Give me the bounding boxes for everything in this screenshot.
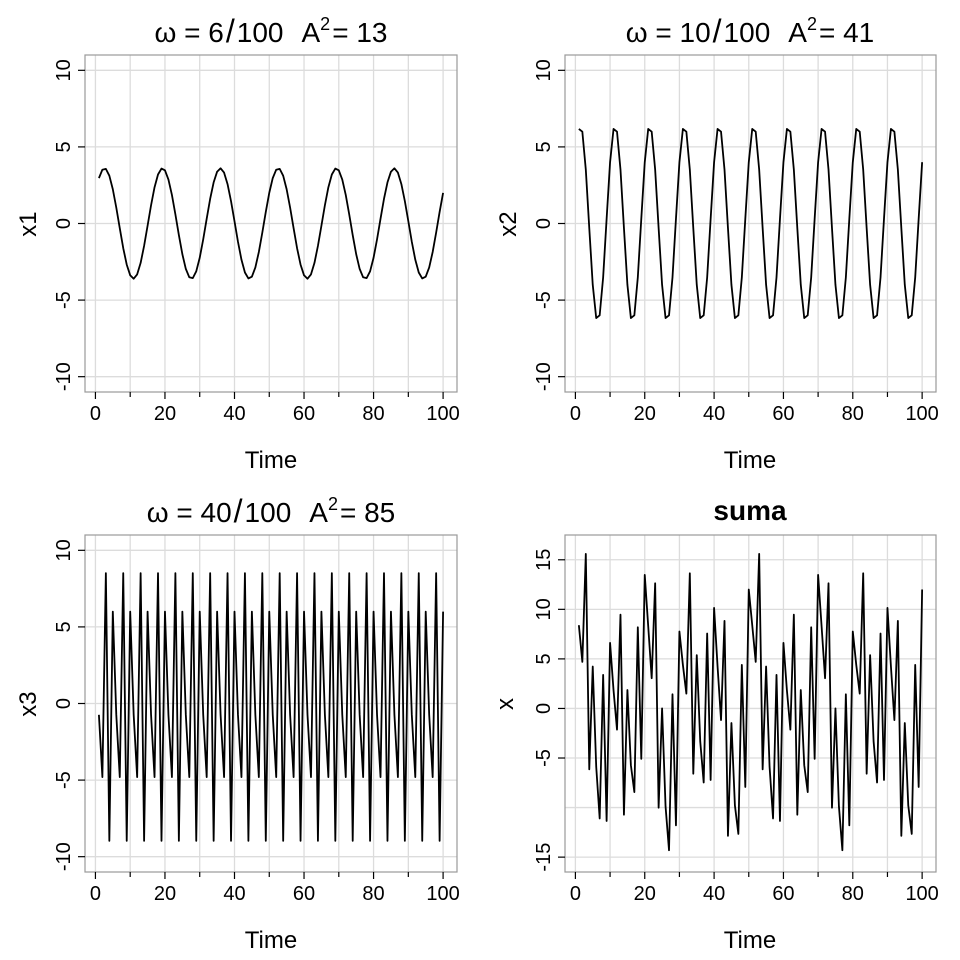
panel-x1-xtick-label: 40: [223, 403, 245, 425]
panel-suma-ytick-label: 0: [533, 703, 555, 714]
panel-x1-series-line: [98, 167, 444, 280]
panel-x2-series-line: [578, 128, 924, 319]
panel-x2-ytick-label: -5: [533, 291, 555, 309]
panel-suma-xlabel: Time: [724, 927, 776, 954]
panel-x1-title: ω = 6/100 A2= 13: [155, 13, 388, 49]
panel-x3-xtick-label: 60: [293, 883, 315, 905]
panel-suma-title: suma: [713, 495, 787, 526]
panel-x3: ω = 40/100 A2= 85 Time x3 0 20 40 60 80 100-10…: [15, 493, 460, 954]
panel-x1-xtick-label: 60: [293, 403, 315, 425]
panel-x1-xtick-label: 100: [426, 403, 459, 425]
panel-x2-xtick-label: 0: [570, 403, 581, 425]
panel-x3-title: ω = 40/100 A2= 85: [147, 493, 396, 529]
panel-x3-ytick-label: 10: [53, 539, 75, 561]
panel-suma: suma Time x 0 20 40 60 80 100 -15 -5 0 5 10 15: [492, 495, 939, 954]
panel-x2-ytick-label: 0: [533, 218, 555, 229]
panel-suma-frame: [564, 534, 937, 873]
panel-x3-ytick-label: -5: [53, 771, 75, 789]
panel-x1-ytick-label: 10: [53, 59, 75, 81]
panel-x2-xtick-label: 60: [772, 403, 794, 425]
panel-x3-series-line: [98, 572, 444, 842]
panel-x3-xtick-label: 0: [90, 883, 101, 905]
panel-x3-xlabel: Time: [245, 927, 297, 954]
panel-x1-grid: [85, 55, 457, 392]
panel-x1-ytick-label: -5: [53, 291, 75, 309]
panel-x2-ytick-label: -10: [533, 362, 555, 391]
panel-x2-xlabel: Time: [724, 447, 776, 474]
panel-suma-series-line: [577, 552, 924, 852]
panel-suma-ticks: 0 20 40 60 80 100 -15 -5 0 5 10 15: [533, 549, 939, 905]
panel-suma-xtick-label: 20: [634, 883, 656, 905]
panel-suma-xtick-label: 100: [905, 883, 938, 905]
panel-x3-ytick-label: 0: [53, 698, 75, 709]
panel-x1-xtick-label: 80: [362, 403, 384, 425]
panel-suma-xtick-label: 40: [703, 883, 725, 905]
panel-suma-ylabel: x: [492, 698, 519, 710]
panel-x2-xtick-label: 100: [905, 403, 938, 425]
panel-x2-ylabel: x2: [495, 211, 522, 236]
panel-x1-xtick-label: 0: [90, 403, 101, 425]
panel-x1-ylabel: x1: [15, 211, 42, 236]
panel-x2: ω = 10/100 A2= 41 Time x2 0 20 40 60 80 100-10…: [495, 13, 939, 474]
panel-x2-xtick-label: 80: [842, 403, 864, 425]
panel-x2-xtick-label: 20: [634, 403, 656, 425]
panel-suma-ytick-label: 5: [533, 653, 555, 664]
panel-x1-ytick-label: 5: [53, 141, 75, 152]
panel-suma-ytick-label: 15: [533, 549, 555, 571]
panel-x1-ticks: 0 20 40 60 80 100 -10 -5 0 5 10: [53, 59, 460, 425]
panel-x1: ω = 6/100 A2= 13 Time x1 0 20 40 60 80 100-10-…: [15, 13, 460, 474]
panel-x3-ytick-label: 5: [53, 621, 75, 632]
panel-x3-xtick-label: 80: [362, 883, 384, 905]
panel-x1-ytick-label: -10: [53, 362, 75, 391]
panel-x3-ylabel: x3: [15, 691, 42, 716]
panel-x1-ytick-label: 0: [53, 218, 75, 229]
panel-x2-ytick-label: 5: [533, 141, 555, 152]
panel-x1-xtick-label: 20: [154, 403, 176, 425]
panel-x3-ticks: 0 20 40 60 80 100 -10 -5 0 5 10: [53, 539, 460, 905]
panel-x1-xlabel: Time: [245, 447, 297, 474]
panel-suma-grid: [565, 535, 936, 872]
panel-x3-xtick-label: 100: [426, 883, 459, 905]
panel-suma-ytick-label: 10: [533, 598, 555, 620]
panel-x3-xtick-label: 40: [223, 883, 245, 905]
panel-x2-ticks: 0 20 40 60 80 100 -10 -5 0 5 10: [533, 59, 939, 425]
panel-x3-xtick-label: 20: [154, 883, 176, 905]
panel-x2-xtick-label: 40: [703, 403, 725, 425]
panel-suma-ytick-label: -5: [533, 749, 555, 767]
panel-x2-title: ω = 10/100 A2= 41: [626, 13, 875, 49]
panel-suma-xtick-label: 80: [842, 883, 864, 905]
panel-x3-ytick-label: -10: [53, 842, 75, 871]
panel-x2-grid: [565, 55, 936, 392]
panel-suma-ytick-label: -15: [533, 843, 555, 872]
panel-suma-xtick-label: 60: [772, 883, 794, 905]
panel-suma-xtick-label: 0: [570, 883, 581, 905]
panel-x2-ytick-label: 10: [533, 59, 555, 81]
